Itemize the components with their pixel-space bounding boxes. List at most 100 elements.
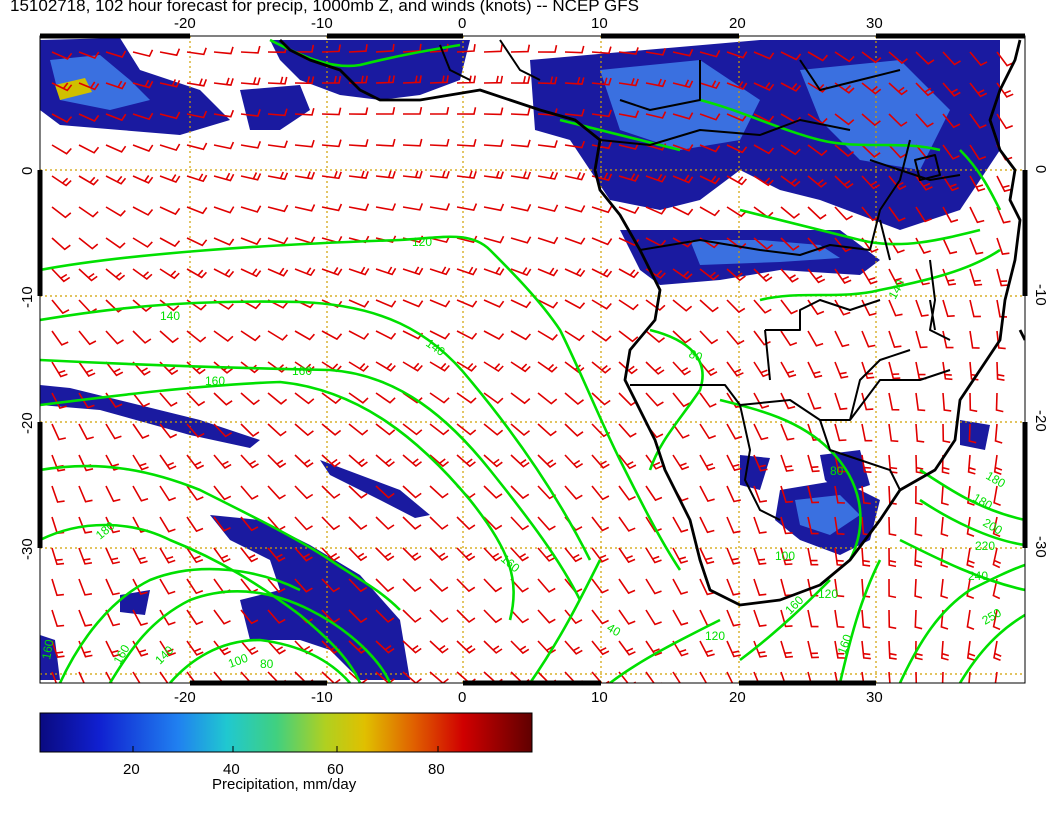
wind-barb (132, 578, 148, 596)
wind-barb (240, 423, 260, 438)
wind-barb (294, 107, 315, 116)
wind-barb (186, 423, 205, 438)
tick-label: -30 (19, 538, 36, 560)
wind-barb (564, 205, 586, 213)
wind-barb (726, 206, 747, 218)
wind-barb (914, 640, 923, 661)
wind-barb (51, 330, 69, 346)
colorbar (39, 712, 533, 753)
wind-barb (402, 485, 422, 499)
wind-barb (537, 609, 556, 624)
tick-label: 0 (1032, 165, 1049, 173)
wind-barb (940, 640, 950, 661)
wind-barb (645, 516, 662, 533)
wind-barb (159, 640, 176, 657)
wind-barb (753, 516, 767, 534)
wind-barb (159, 330, 179, 344)
wind-barb (780, 237, 800, 251)
wind-barb (78, 392, 95, 409)
wind-barb (699, 206, 721, 217)
tick-label: -20 (174, 689, 196, 706)
contour-line (40, 380, 515, 621)
wind-barb (699, 50, 721, 58)
precip-patch (795, 495, 860, 535)
wind-barb (915, 206, 932, 223)
wind-barb (994, 671, 998, 683)
left-lat-labels: 0 -10 -20 -30 (19, 167, 36, 560)
wind-barb (969, 144, 987, 161)
wind-barb (78, 51, 100, 59)
wind-barb (483, 516, 503, 531)
wind-barb (321, 107, 342, 116)
wind-barb (213, 485, 232, 501)
tick-label: 0 (458, 15, 466, 32)
wind-barb (159, 143, 181, 152)
wind-barb (969, 237, 984, 255)
wind-barb (537, 361, 558, 373)
wind-barb (672, 392, 691, 408)
wind-barb (537, 547, 556, 562)
wind-barb (375, 516, 395, 530)
wind-barb (996, 330, 1006, 350)
wind-barb (159, 174, 181, 183)
wind-barb (591, 330, 612, 342)
wind-barb (726, 330, 745, 346)
wind-barb (456, 423, 477, 436)
tick-label: -10 (1032, 284, 1049, 306)
wind-barb (888, 144, 907, 159)
wind-barb (966, 547, 975, 569)
wind-barb (294, 139, 315, 148)
wind-barb (888, 299, 903, 317)
wind-barb (940, 485, 949, 506)
wind-barb (564, 299, 586, 310)
wind-barb (780, 392, 796, 410)
wind-barb (753, 485, 768, 503)
wind-barb (483, 640, 503, 654)
wind-barb (888, 175, 907, 191)
wind-barb (483, 170, 504, 180)
wind-barb (294, 485, 314, 500)
contour-label: 160 (39, 638, 56, 660)
wind-barb (942, 144, 960, 160)
tick-label: -10 (311, 689, 333, 706)
wind-barb (321, 44, 341, 53)
wind-barb (159, 609, 176, 626)
wind-barb (618, 142, 640, 150)
wind-barb (672, 361, 691, 376)
wind-barb (967, 485, 975, 506)
wind-barb (240, 516, 259, 532)
wind-barb (132, 671, 141, 683)
wind-barb (294, 44, 315, 53)
wind-barb (537, 140, 558, 148)
wind-barb (888, 578, 897, 599)
wind-barb (537, 423, 557, 437)
wind-barb (105, 485, 121, 503)
wind-barb (834, 51, 855, 63)
wind-barb (726, 516, 741, 534)
tick-label: -10 (311, 15, 333, 32)
wind-barb (510, 454, 530, 468)
wind-barb (213, 516, 231, 532)
wind-barb (564, 45, 585, 54)
precip-patch (270, 40, 470, 100)
wind-barb (267, 547, 286, 563)
wind-barb (483, 547, 503, 562)
wind-barb (321, 266, 343, 276)
wind-barb (159, 48, 181, 57)
wind-barb (564, 171, 586, 181)
wind-barb (780, 82, 802, 92)
wind-barb (564, 392, 584, 406)
wind-barb (240, 77, 261, 86)
wind-barb (780, 268, 799, 283)
wind-barb (834, 609, 845, 628)
wind-barb (888, 671, 891, 683)
wind-barb (132, 49, 154, 58)
precip-patch (800, 60, 950, 170)
wind-barb (996, 113, 1013, 130)
tick-label: -20 (1032, 410, 1049, 432)
wind-barb (402, 299, 424, 308)
wind-barb (402, 516, 422, 530)
wind-barb (966, 516, 975, 537)
wind-barb (213, 454, 232, 470)
wind-barb (591, 237, 613, 246)
